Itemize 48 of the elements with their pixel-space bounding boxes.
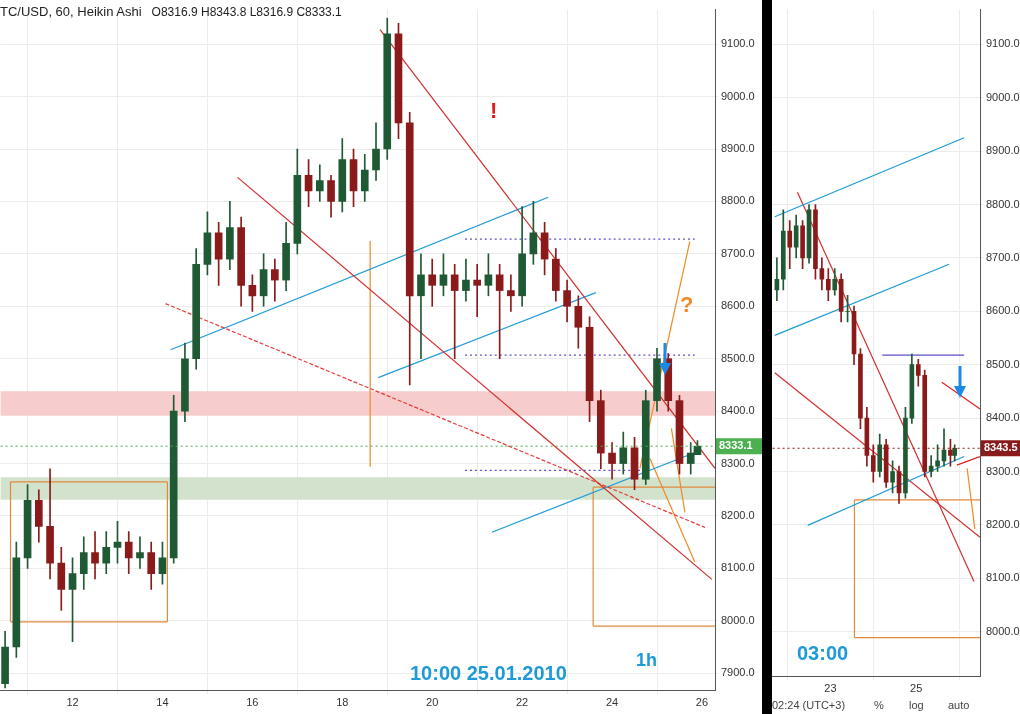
x-tick-label: 26 xyxy=(695,695,709,708)
x-tick-label: 14 xyxy=(156,695,169,708)
annotation: 03:00 xyxy=(797,642,849,665)
x-tick-label: 18 xyxy=(336,695,349,708)
y-tick-label: 8000.0 xyxy=(721,613,755,626)
y-tick-label: 8000.0 xyxy=(986,624,1020,637)
y-tick-label: 8200.0 xyxy=(721,509,755,521)
y-tick-label: 8800.0 xyxy=(721,194,755,207)
y-tick-label: 8300.0 xyxy=(986,464,1020,477)
y-tick-label: 8800.0 xyxy=(986,197,1020,210)
annotation: ? xyxy=(680,292,694,318)
y-tick-label: 8300.0 xyxy=(721,456,755,469)
y-tick-label: 8500.0 xyxy=(986,357,1020,370)
y-tick-label: 8100.0 xyxy=(986,571,1020,584)
x-tick-label: 16 xyxy=(246,695,259,708)
annotation: 1h xyxy=(636,650,658,671)
y-tick-label: 9100.0 xyxy=(986,37,1020,50)
y-tick-label: 8900.0 xyxy=(721,142,755,155)
ref-line-label: 8343.5 xyxy=(984,441,1018,454)
y-tick-label: 8500.0 xyxy=(721,351,755,364)
y-tick-label: 8400.0 xyxy=(986,411,1020,424)
x-tick-label: 12 xyxy=(66,695,79,708)
x-tick-label: 24 xyxy=(605,695,619,708)
y-tick-label: 8700.0 xyxy=(721,246,755,259)
x-tick-label: 22 xyxy=(516,695,529,708)
y-tick-label: 9100.0 xyxy=(721,37,755,50)
y-tick-label: 7900.0 xyxy=(721,666,755,679)
y-tick-label: 8600.0 xyxy=(986,304,1020,317)
x-tick-label: 25 xyxy=(910,681,923,694)
text: % xyxy=(874,699,884,711)
text: 02:24 (UTC+3) xyxy=(772,699,846,711)
annotation: 10:00 25.01.2010 xyxy=(410,662,567,685)
y-tick-label: 9000.0 xyxy=(721,89,755,102)
chart-title: TC/USD, 60, Heikin Ashi xyxy=(0,4,142,19)
text: auto xyxy=(948,699,970,711)
ref-line-label: 8333.1 xyxy=(719,439,753,452)
y-tick-label: 8200.0 xyxy=(986,517,1020,530)
y-tick-label: 8600.0 xyxy=(721,299,755,312)
x-tick-label: 20 xyxy=(426,695,439,708)
x-tick-label: 23 xyxy=(824,681,837,694)
chart-subtitle: O8316.9 H8343.8 L8316.9 C8333.1 xyxy=(151,5,342,19)
y-tick-label: 8400.0 xyxy=(721,404,755,417)
y-tick-label: 8100.0 xyxy=(721,561,755,574)
y-tick-label: 8900.0 xyxy=(986,144,1020,157)
y-tick-label: 9000.0 xyxy=(986,90,1020,103)
text: log xyxy=(909,699,924,711)
y-tick-label: 8700.0 xyxy=(986,250,1020,263)
annotation: ! xyxy=(490,98,498,124)
